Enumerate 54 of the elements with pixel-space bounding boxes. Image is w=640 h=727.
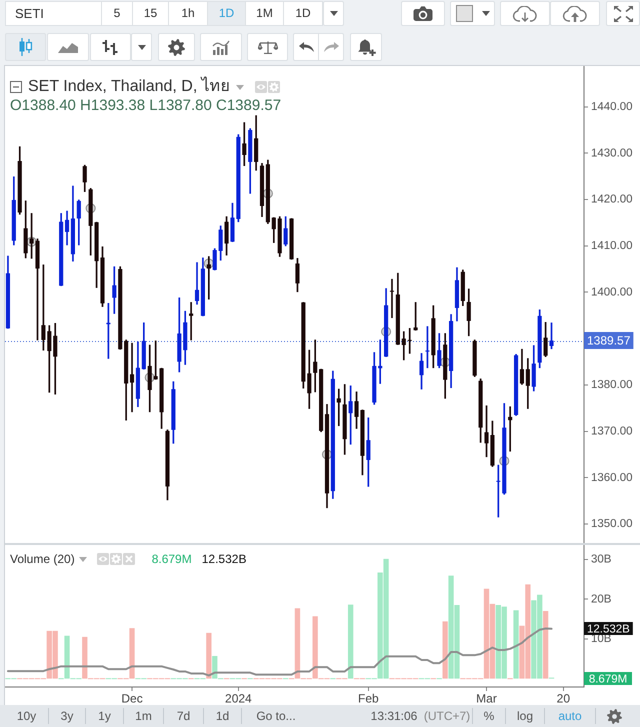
text: (UTC+7)	[424, 709, 470, 723]
text: O1388.40 H1393.38 L1387.80 C1389.57	[10, 97, 282, 114]
bar	[513, 610, 519, 679]
text: Volume (20)	[10, 552, 75, 566]
button: 1M	[246, 1, 284, 26]
candlestick	[549, 322, 554, 350]
annotation: 8.679M	[152, 552, 192, 566]
text: Go to...	[256, 709, 296, 723]
y-tick-label: 1430.00	[591, 147, 633, 160]
bar	[442, 621, 448, 679]
y-tick-label: 1370.00	[591, 425, 633, 438]
text: auto	[558, 709, 582, 723]
x-tick-label: 20	[556, 692, 570, 706]
text: %	[484, 709, 494, 723]
x-tick-label: Feb	[358, 692, 380, 706]
text: 12.532B	[586, 623, 630, 636]
text: 10y	[16, 709, 36, 723]
y-tick-label: 1440.00	[591, 100, 633, 113]
annotation: 12.532B	[202, 552, 246, 566]
text: 13:31:06	[370, 709, 418, 723]
text: 8.679M	[588, 673, 628, 686]
y-tick-label: 20B	[591, 593, 612, 606]
y-tick-label: 1410.00	[591, 240, 633, 252]
bar	[542, 611, 548, 679]
y-tick-label: 1350.00	[591, 518, 633, 530]
y-tick-label: 1400.00	[591, 286, 633, 298]
text: 1y	[98, 709, 111, 723]
candlestick	[484, 405, 489, 458]
y-tick-label: 1360.00	[591, 472, 633, 484]
text: SET Index, Thailand, D, ไทย	[28, 78, 230, 96]
x-tick-label: 2024	[225, 692, 252, 706]
text: 1m	[135, 709, 152, 723]
button: 5	[102, 1, 133, 26]
x-tick-label: Dec	[121, 692, 143, 706]
y-tick-label: 1380.00	[591, 379, 633, 392]
button: 15	[133, 1, 169, 26]
button: 1h	[169, 1, 208, 26]
x-tick-label: Mar	[476, 692, 497, 706]
text: 1d	[216, 709, 230, 723]
candlestick	[130, 342, 134, 412]
button: 1D	[284, 1, 323, 26]
y-tick-label: 30B	[591, 553, 612, 566]
bar	[206, 632, 212, 679]
y-tick-label: 1420.00	[591, 194, 633, 206]
candlestick	[425, 326, 430, 368]
text: 7d	[176, 709, 190, 723]
bar	[348, 604, 354, 679]
text-field: SETI	[5, 1, 102, 26]
ref-line-label: 1389.57	[586, 333, 631, 348]
candlestick	[194, 262, 200, 305]
text: 3y	[60, 709, 74, 723]
button: 1D	[208, 1, 246, 26]
candlestick	[390, 278, 394, 318]
text: log	[516, 709, 533, 723]
